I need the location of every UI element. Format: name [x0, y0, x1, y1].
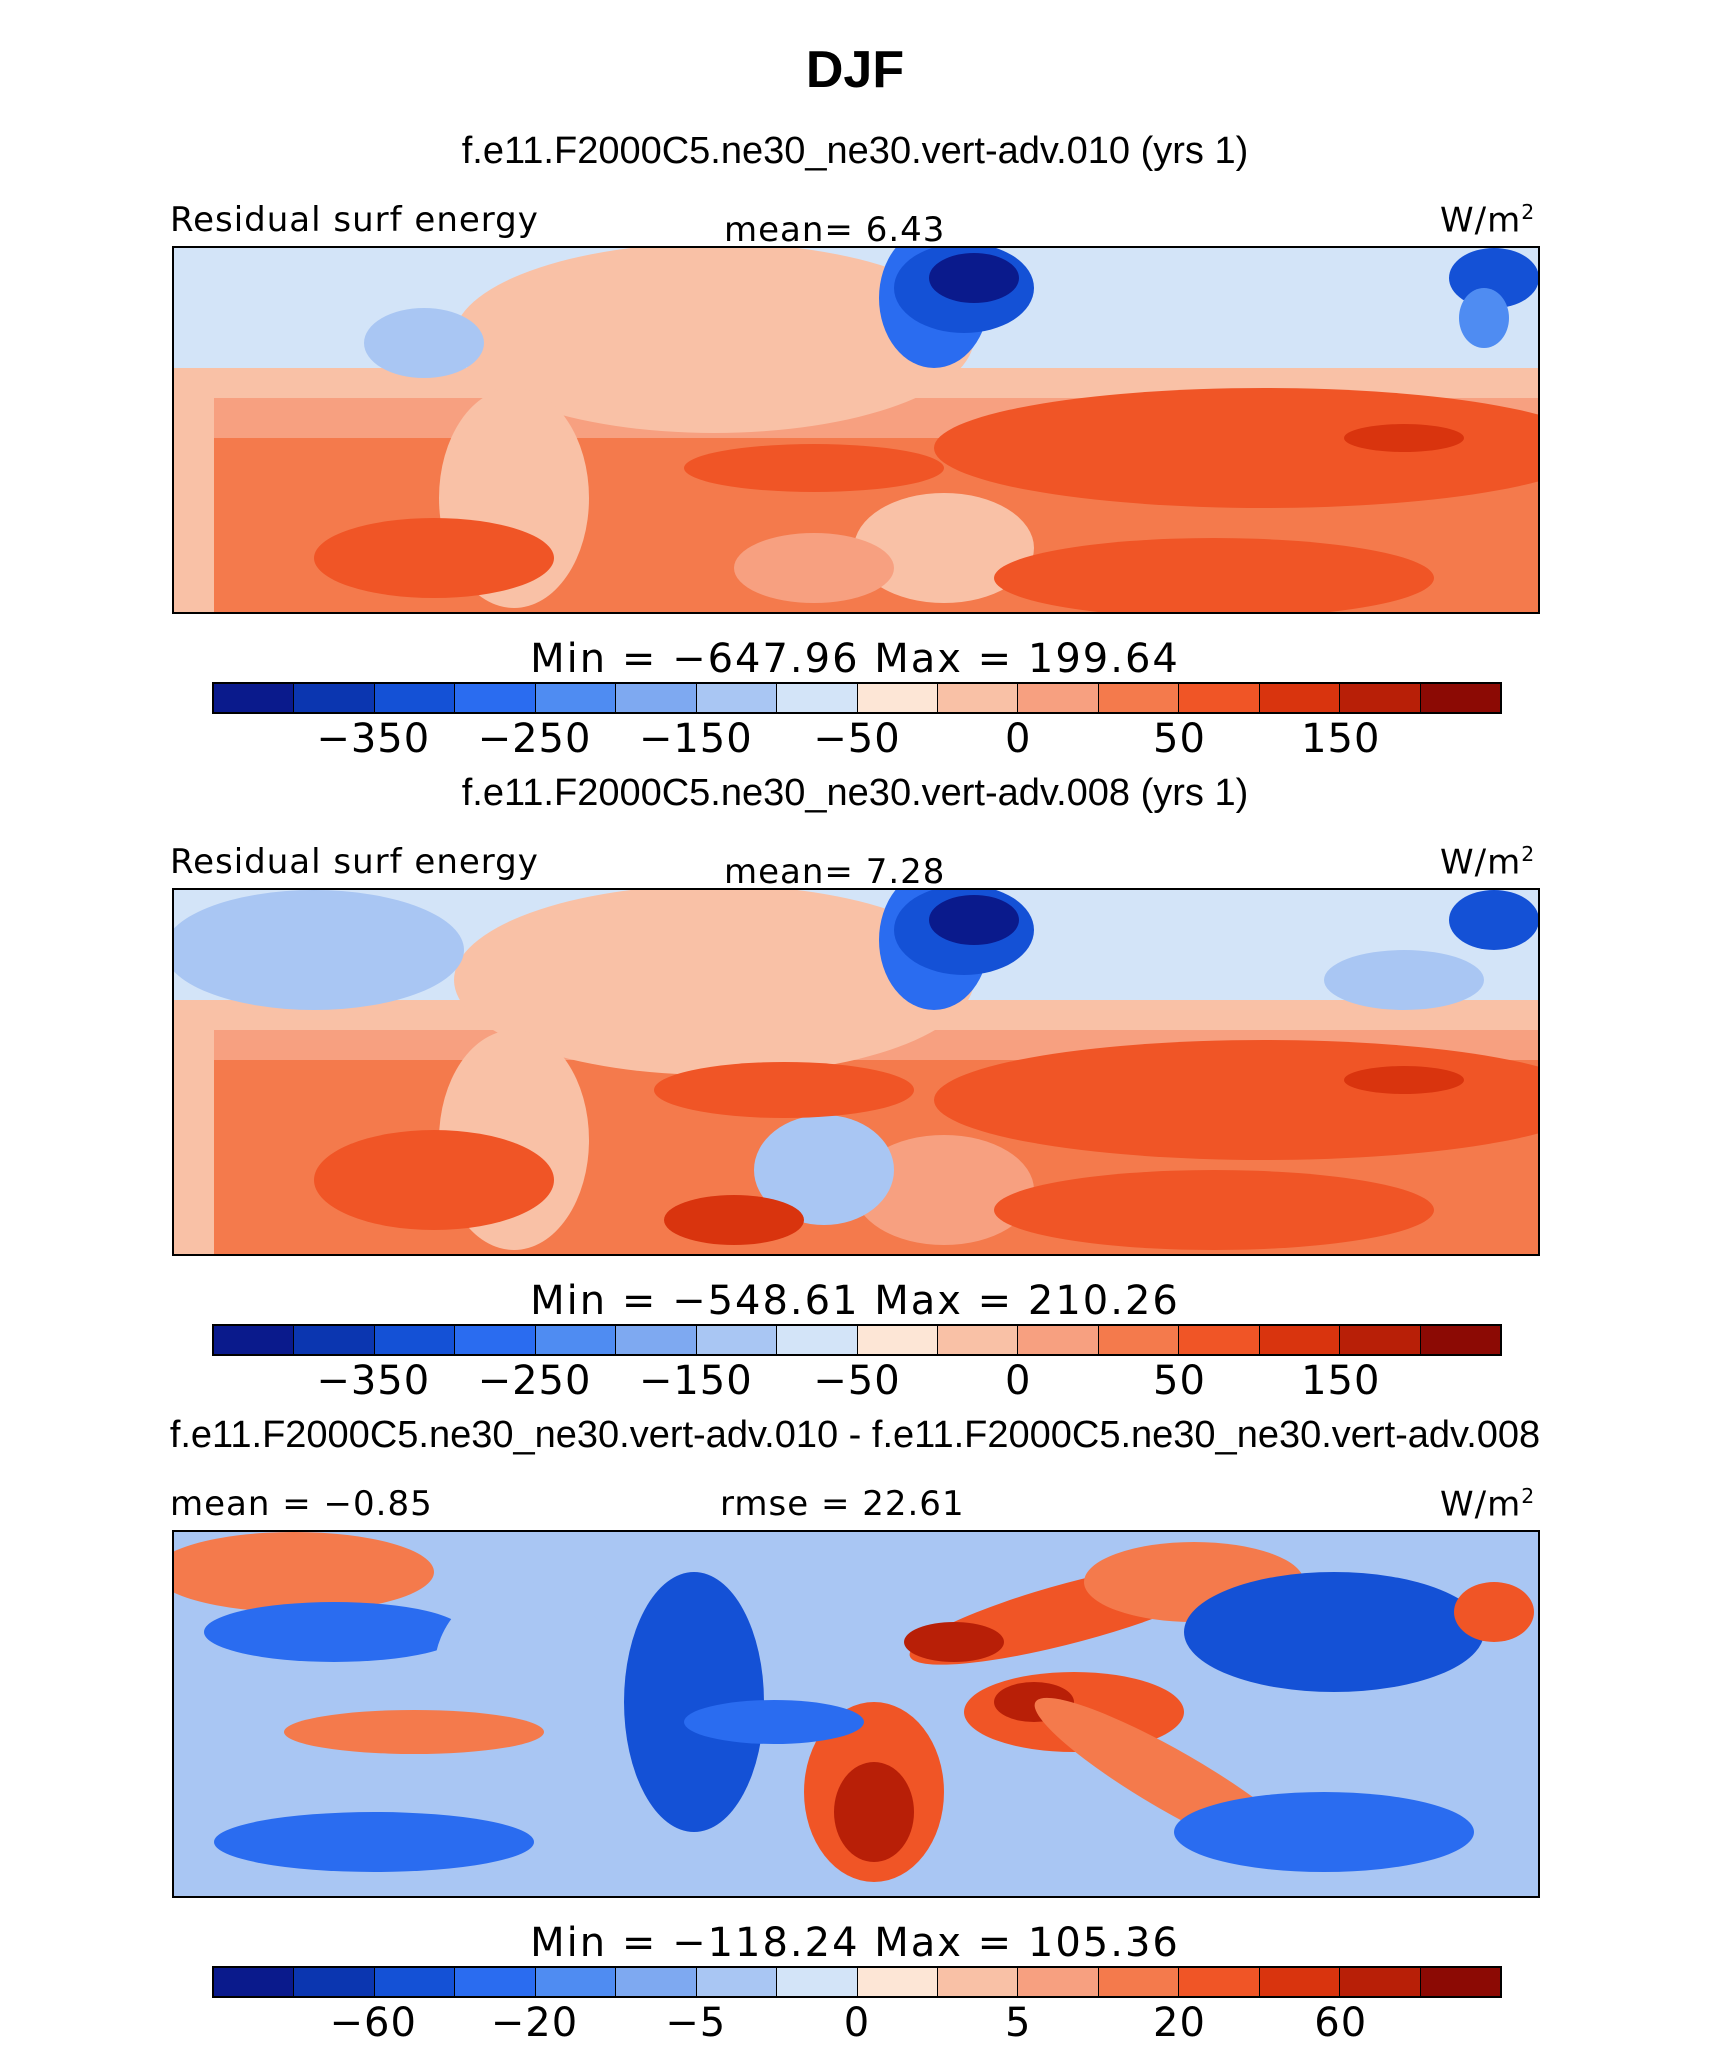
- panel-2-colorbar-swatch: [374, 1326, 456, 1354]
- panel-1-colorbar-swatch: [214, 684, 295, 712]
- panel-3-colorbar-swatch: [696, 1968, 778, 1996]
- panel-3-rmse-label: rmse = 22.61: [720, 1484, 965, 1524]
- panel-2-colorbar-tick: −50: [813, 1358, 901, 1404]
- panel-3-minmax: Min = −118.24 Max = 105.36: [530, 1920, 1180, 1966]
- panel-1-colorbar-swatch: [1340, 684, 1421, 712]
- panel-3-title: f.e11.F2000C5.ne30_ne30.vert-adv.010 - f…: [169, 1414, 1541, 1456]
- panel-1-colorbar-tick: −50: [813, 716, 901, 762]
- figure-title: DJF: [805, 41, 905, 99]
- panel-2-colorbar-swatch: [535, 1326, 617, 1354]
- panel-2-colorbar-swatch: [294, 1326, 375, 1354]
- panel-3-colorbar-swatch: [214, 1968, 295, 1996]
- panel-2-colorbar-tick: 0: [1005, 1358, 1032, 1404]
- panel-3-map: [172, 1530, 1540, 1898]
- panel-2-colorbar-tick: −250: [477, 1358, 592, 1404]
- panel-1-colorbar-ticks: −350 −250 −150 −50 0 50 150: [212, 716, 1502, 762]
- panel-2-colorbar-swatch: [1420, 1326, 1500, 1354]
- panel-3-colorbar-swatch: [1420, 1968, 1500, 1996]
- panel-1-colorbar-tick: 150: [1301, 716, 1381, 762]
- panel-1-mean-label: mean= 6.43: [724, 210, 946, 250]
- panel-3-colorbar-tick: −20: [490, 2000, 579, 2046]
- panel-2-colorbar-swatch: [1179, 1326, 1260, 1354]
- panel-3-colorbar-swatch: [455, 1968, 536, 1996]
- panel-1-colorbar-swatch: [777, 684, 858, 712]
- panel-1-colorbar-swatch: [857, 684, 938, 712]
- panel-2-colorbar-tick: −350: [316, 1358, 431, 1404]
- panel-2-colorbar-swatch: [1340, 1326, 1421, 1354]
- panel-1-colorbar-tick: −250: [477, 716, 592, 762]
- panel-2-units-label: W/m2: [1440, 842, 1536, 883]
- panel-1-colorbar-swatch: [1179, 684, 1260, 712]
- panel-2-colorbar-swatch: [696, 1326, 778, 1354]
- panel-1-variable-label: Residual surf energy: [170, 200, 539, 240]
- panel-3-colorbar-tick: 60: [1314, 2000, 1368, 2046]
- panel-3-colorbar-tick: 0: [843, 2000, 871, 2046]
- panel-1-minmax: Min = −647.96 Max = 199.64: [530, 636, 1180, 682]
- panel-2-colorbar-swatch: [937, 1326, 1019, 1354]
- panel-3-map-field: [174, 1532, 1538, 1896]
- panel-1-colorbar-swatch: [1018, 684, 1099, 712]
- panel-2-colorbar-swatch: [1018, 1326, 1099, 1354]
- panel-3-colorbar-swatch: [937, 1968, 1019, 1996]
- panel-1-colorbar-swatch: [1420, 684, 1500, 712]
- panel-2-map: [172, 888, 1540, 1256]
- panel-3-colorbar: [212, 1966, 1502, 1998]
- panel-3-colorbar-swatch: [1340, 1968, 1421, 1996]
- panel-2-colorbar-ticks: −350 −250 −150 −50 0 50 150: [212, 1358, 1502, 1404]
- panel-1-colorbar-tick: −350: [316, 716, 431, 762]
- panel-2-title: f.e11.F2000C5.ne30_ne30.vert-adv.008 (yr…: [461, 772, 1249, 814]
- panel-1-colorbar-tick: 0: [1005, 716, 1032, 762]
- panel-1-units-label: W/m2: [1440, 200, 1536, 241]
- panel-3-colorbar-swatch: [1098, 1968, 1180, 1996]
- panel-1-colorbar-swatch: [696, 684, 778, 712]
- panel-3-colorbar-swatch: [1259, 1968, 1341, 1996]
- panel-3-colorbar-swatch: [294, 1968, 375, 1996]
- panel-3-colorbar-tick: 5: [1005, 2000, 1032, 2046]
- panel-2-colorbar: [212, 1324, 1502, 1356]
- panel-1-title: f.e11.F2000C5.ne30_ne30.vert-adv.010 (yr…: [461, 130, 1249, 172]
- panel-1-colorbar-swatch: [374, 684, 456, 712]
- panel-3-colorbar-swatch: [1179, 1968, 1260, 1996]
- panel-3-colorbar-ticks: −60 −20 −5 0 5 20 60: [212, 2000, 1502, 2046]
- panel-1-colorbar-swatch: [1259, 684, 1341, 712]
- panel-3-colorbar-tick: −5: [665, 2000, 727, 2046]
- panel-2-minmax: Min = −548.61 Max = 210.26: [530, 1278, 1180, 1324]
- panel-1-map-field: [174, 248, 1538, 612]
- panel-1-map: [172, 246, 1540, 614]
- panel-1-colorbar-swatch: [616, 684, 697, 712]
- panel-2-colorbar-swatch: [616, 1326, 697, 1354]
- panel-2-colorbar-tick: −150: [638, 1358, 753, 1404]
- panel-3-colorbar-swatch: [857, 1968, 938, 1996]
- panel-2-variable-label: Residual surf energy: [170, 842, 539, 882]
- panel-3-units-label: W/m2: [1440, 1484, 1536, 1525]
- panel-1-colorbar-tick: 50: [1153, 716, 1206, 762]
- panel-2-mean-label: mean= 7.28: [724, 852, 946, 892]
- panel-3-mean-label: mean = −0.85: [170, 1484, 433, 1524]
- panel-1-colorbar-swatch: [455, 684, 536, 712]
- panel-2-colorbar-swatch: [455, 1326, 536, 1354]
- panel-2-colorbar-swatch: [1259, 1326, 1341, 1354]
- panel-2-colorbar-tick: 150: [1301, 1358, 1381, 1404]
- panel-2-map-field: [174, 890, 1538, 1254]
- panel-3-colorbar-swatch: [777, 1968, 858, 1996]
- panel-2-colorbar-swatch: [1098, 1326, 1180, 1354]
- panel-3-colorbar-swatch: [616, 1968, 697, 1996]
- panel-1-colorbar-swatch: [937, 684, 1019, 712]
- panel-3-colorbar-swatch: [1018, 1968, 1099, 1996]
- panel-2-colorbar-tick: 50: [1153, 1358, 1206, 1404]
- panel-2-colorbar-swatch: [857, 1326, 938, 1354]
- panel-2-colorbar-swatch: [777, 1326, 858, 1354]
- panel-3-colorbar-tick: 20: [1153, 2000, 1206, 2046]
- panel-3-colorbar-swatch: [374, 1968, 456, 1996]
- panel-1-colorbar-swatch: [535, 684, 617, 712]
- panel-3-colorbar-swatch: [535, 1968, 617, 1996]
- panel-3-colorbar-tick: −60: [329, 2000, 417, 2046]
- panel-1-colorbar-swatch: [1098, 684, 1180, 712]
- panel-2-colorbar-swatch: [214, 1326, 295, 1354]
- panel-1-colorbar-tick: −150: [638, 716, 753, 762]
- panel-1-colorbar-swatch: [294, 684, 375, 712]
- panel-1-colorbar: [212, 682, 1502, 714]
